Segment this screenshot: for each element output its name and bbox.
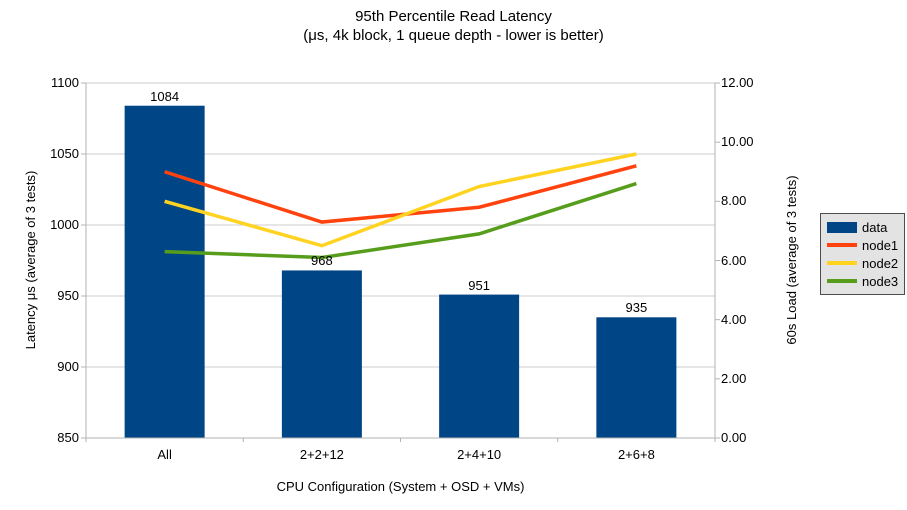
right-tick-label: 12.00 (721, 75, 754, 90)
right-tick-label: 10.00 (721, 134, 754, 150)
legend-entry-node2: node2 (827, 254, 898, 272)
bar-swatch-icon (827, 221, 857, 233)
bar-value-label: 935 (625, 300, 648, 316)
category-label: 2+6+8 (617, 447, 655, 462)
legend-entry-data: data (827, 218, 898, 236)
bar-2+6+8 (596, 317, 677, 438)
right-tick-label: 0.00 (721, 430, 747, 445)
legend-entry-node3: node3 (827, 272, 898, 290)
legend-entry-label: node1 (862, 237, 899, 253)
right-axis-title: 60s Load (average of 3 tests) (784, 175, 799, 345)
left-tick-label: 900 (57, 359, 79, 374)
title-block: 95th Percentile Read Latency (μs, 4k blo… (0, 7, 907, 45)
bar-value-label: 1084 (150, 88, 180, 104)
bar-value-label: 951 (468, 277, 490, 293)
legend-entry-label: data (862, 219, 888, 235)
bar-All (124, 105, 205, 438)
left-tick-label: 950 (57, 288, 79, 303)
left-tick-label: 1100 (51, 75, 79, 90)
left-tick-label: 850 (57, 430, 79, 445)
x-axis-title: CPU Configuration (System + OSD + VMs) (276, 479, 525, 494)
left-tick-label: 1050 (50, 146, 79, 161)
legend: data node1 node2 node3 (820, 213, 906, 295)
right-tick-label: 2.00 (721, 370, 747, 386)
line-node2 (164, 152, 637, 248)
line-swatch-icon (827, 261, 857, 265)
legend-entry-label: node3 (862, 273, 899, 289)
left-tick-label: 1000 (50, 217, 79, 232)
right-tick-label: 8.00 (721, 193, 747, 209)
bar-2+4+10 (439, 294, 520, 438)
line-swatch-icon (827, 243, 857, 247)
bar-2+2+12 (281, 270, 362, 438)
legend-entry-node1: node1 (827, 236, 898, 254)
right-tick-label: 6.00 (721, 252, 747, 268)
line-node3 (164, 181, 637, 260)
chart-subtitle: (μs, 4k block, 1 queue depth - lower is … (303, 27, 604, 44)
category-label: 2+2+12 (299, 447, 344, 462)
line-node1 (164, 164, 637, 224)
category-label: 2+4+10 (457, 447, 502, 462)
category-label: All (157, 447, 172, 462)
right-tick-label: 4.00 (721, 311, 747, 327)
legend-entry-label: node2 (862, 255, 899, 271)
line-swatch-icon (827, 279, 857, 283)
bar-value-label: 968 (311, 253, 333, 269)
chart-title: 95th Percentile Read Latency (355, 8, 552, 25)
